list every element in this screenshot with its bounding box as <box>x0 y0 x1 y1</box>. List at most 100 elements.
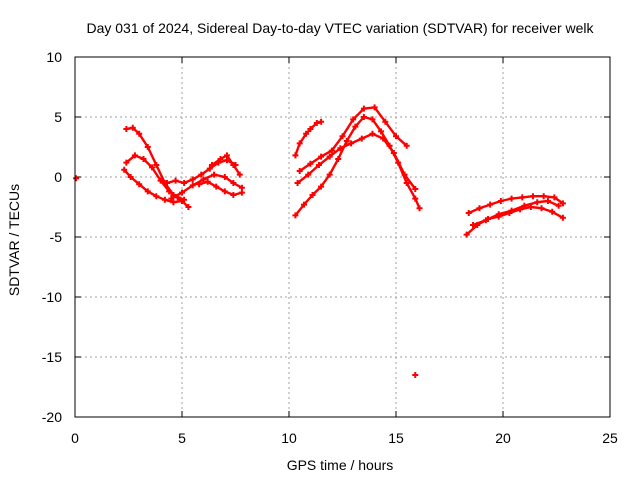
data-point <box>371 104 378 111</box>
data-point <box>315 162 322 168</box>
series-arc-13 <box>465 193 566 216</box>
data-point <box>189 176 196 183</box>
data-point <box>144 188 151 195</box>
data-point <box>326 171 333 178</box>
plot-frame <box>74 56 611 418</box>
x-tick-label: 10 <box>281 430 297 446</box>
x-tick-label: 0 <box>71 430 79 446</box>
data-point <box>140 156 147 162</box>
data-point <box>497 198 504 204</box>
data-point <box>326 153 333 160</box>
chart-title: Day 031 of 2024, Sidereal Day-to-day VTE… <box>86 20 594 36</box>
data-point <box>318 183 325 190</box>
series-point-a <box>73 175 80 182</box>
series-arc-8 <box>292 118 325 159</box>
y-tick-label: -15 <box>42 349 62 365</box>
data-point <box>390 150 397 156</box>
series-arc-7 <box>208 152 243 178</box>
data-point <box>230 162 237 168</box>
data-point <box>348 140 355 147</box>
data-point <box>181 180 188 186</box>
y-tick-label: 0 <box>54 169 62 185</box>
data-point <box>559 214 566 221</box>
data-point <box>519 194 526 201</box>
data-point <box>470 222 477 228</box>
data-point <box>296 168 303 174</box>
data-point <box>463 231 470 238</box>
data-point <box>555 202 562 209</box>
data-point <box>223 152 230 159</box>
y-axis-title: SDTVAR / TECUs <box>6 184 22 296</box>
data-point <box>360 114 367 120</box>
data-point <box>292 152 299 159</box>
data-point <box>238 189 245 196</box>
data-point <box>318 153 325 160</box>
data-point <box>305 171 312 178</box>
data-point <box>168 195 175 202</box>
data-point <box>200 176 207 183</box>
data-point <box>328 147 335 154</box>
series-arc-6 <box>196 178 245 198</box>
data-point <box>164 180 171 186</box>
data-point <box>213 183 220 190</box>
series-point-b <box>412 372 419 378</box>
data-point <box>230 192 237 198</box>
data-point <box>335 156 342 162</box>
data-point <box>292 212 299 219</box>
data-point <box>73 175 80 182</box>
data-point <box>309 192 316 198</box>
data-point <box>211 171 218 178</box>
data-point <box>403 142 410 149</box>
data-point <box>307 126 314 132</box>
data-point <box>549 208 556 215</box>
y-tick-label: -20 <box>42 409 62 425</box>
data-point <box>416 205 423 212</box>
data-point <box>318 118 325 125</box>
data-point <box>153 193 160 200</box>
data-point <box>149 164 156 171</box>
data-point <box>352 123 359 130</box>
series-arc-3 <box>121 166 185 206</box>
data-point <box>236 171 243 178</box>
grid <box>75 57 610 417</box>
data-point <box>380 135 387 142</box>
data-point <box>508 195 515 202</box>
series-arc-5 <box>168 171 245 202</box>
data-point <box>360 105 367 112</box>
data-point <box>300 201 307 208</box>
data-point <box>369 116 376 123</box>
data-point <box>127 174 134 180</box>
y-tick-labels: -20 -15 -10 -5 0 5 10 <box>42 49 62 425</box>
data-point <box>294 180 301 186</box>
data-point <box>369 130 376 137</box>
series-arc-11 <box>294 130 419 192</box>
data-point <box>401 171 408 178</box>
data-point <box>534 199 541 206</box>
x-axis-title: GPS time / hours <box>287 457 394 473</box>
data-point <box>185 204 192 210</box>
data-point <box>230 180 237 186</box>
data-point <box>123 159 130 166</box>
data-point <box>198 171 205 178</box>
data-point <box>487 201 494 208</box>
data-point <box>161 196 168 203</box>
data-point <box>343 138 350 144</box>
data-point <box>313 120 320 126</box>
data-point <box>136 181 143 188</box>
data-point <box>189 182 196 189</box>
data-point <box>339 133 346 140</box>
x-tick-label: 15 <box>388 430 404 446</box>
data-point <box>196 181 203 188</box>
series-arc-14 <box>470 198 562 228</box>
data-point <box>208 162 215 168</box>
data-point <box>144 144 151 150</box>
data-point <box>157 177 164 184</box>
x-tick-label: 25 <box>602 430 618 446</box>
data-point <box>153 162 160 168</box>
x-tick-labels: 0 5 10 15 20 25 <box>71 430 618 446</box>
x-tick-label: 5 <box>178 430 186 446</box>
data-point <box>170 199 177 206</box>
data-point <box>172 177 179 184</box>
data-point <box>412 186 419 192</box>
